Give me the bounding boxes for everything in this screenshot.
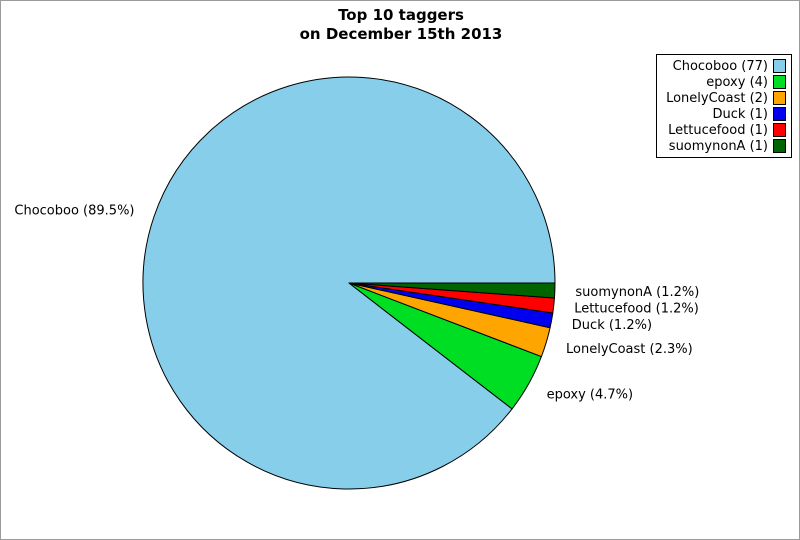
chart-title-line1: Top 10 taggers bbox=[338, 6, 464, 24]
legend-swatch-Duck bbox=[773, 107, 786, 121]
legend-swatch-Chocoboo bbox=[773, 59, 786, 73]
legend: Chocoboo (77) epoxy (4) LonelyCoast (2) Duc… bbox=[656, 54, 792, 158]
slice-label-epoxy: epoxy (4.7%) bbox=[547, 387, 634, 402]
legend-label-suomynonA: suomynonA (1) bbox=[668, 138, 768, 154]
legend-label-Lettucefood: Lettucefood (1) bbox=[668, 122, 768, 138]
legend-item-Chocoboo: Chocoboo (77) bbox=[666, 58, 786, 74]
legend-swatch-LonelyCoast bbox=[773, 91, 786, 105]
legend-label-epoxy: epoxy (4) bbox=[706, 74, 768, 90]
slice-label-Duck: Duck (1.2%) bbox=[572, 318, 652, 333]
chart-title: Top 10 taggers on December 15th 2013 bbox=[1, 6, 799, 44]
legend-item-Lettucefood: Lettucefood (1) bbox=[666, 122, 786, 138]
slice-label-LonelyCoast: LonelyCoast (2.3%) bbox=[566, 342, 693, 357]
legend-swatch-Lettucefood bbox=[773, 123, 786, 137]
legend-item-Duck: Duck (1) bbox=[666, 106, 786, 122]
legend-label-LonelyCoast: LonelyCoast (2) bbox=[666, 90, 768, 106]
legend-label-Duck: Duck (1) bbox=[712, 106, 768, 122]
pie-slice-suomynonA[interactable] bbox=[348, 282, 556, 299]
legend-item-epoxy: epoxy (4) bbox=[666, 74, 786, 90]
slice-label-Lettucefood: Lettucefood (1.2%) bbox=[574, 301, 699, 316]
legend-item-LonelyCoast: LonelyCoast (2) bbox=[666, 90, 786, 106]
legend-swatch-suomynonA bbox=[773, 139, 786, 153]
legend-swatch-epoxy bbox=[773, 75, 786, 89]
chart-title-line2: on December 15th 2013 bbox=[299, 25, 503, 43]
slice-label-Chocoboo: Chocoboo (89.5%) bbox=[14, 203, 134, 218]
legend-label-Chocoboo: Chocoboo (77) bbox=[672, 58, 768, 74]
legend-item-suomynonA: suomynonA (1) bbox=[666, 138, 786, 154]
slice-label-suomynonA: suomynonA (1.2%) bbox=[575, 285, 699, 300]
